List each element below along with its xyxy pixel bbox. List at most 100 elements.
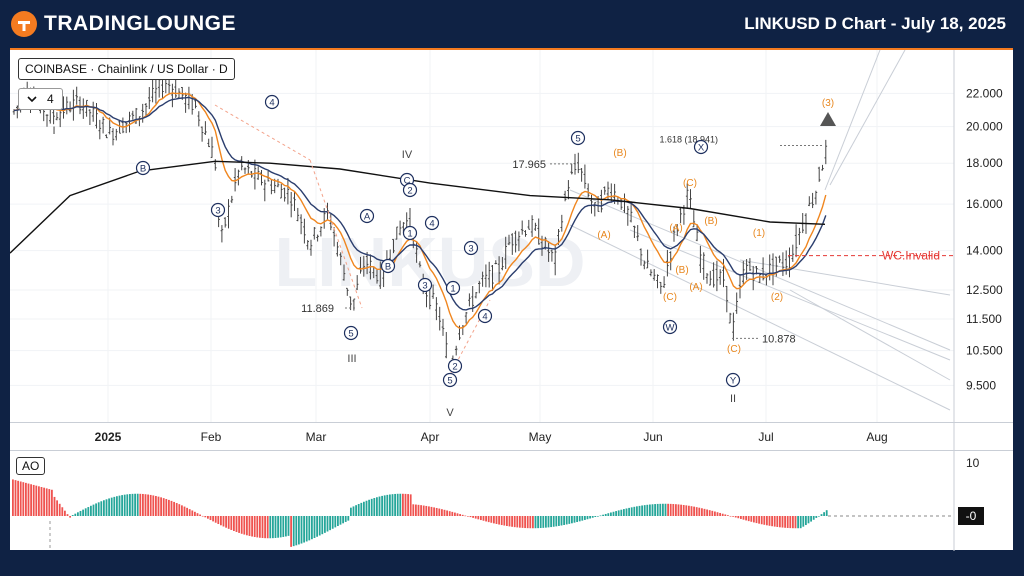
candle — [722, 258, 725, 288]
symbol-legend[interactable]: COINBASE · Chainlink / US Dollar · D — [18, 58, 235, 80]
ao-bar — [433, 507, 435, 516]
date-axis-labels: 2025 Feb Mar Apr May Jun Jul Aug — [95, 423, 955, 451]
ao-bar — [753, 516, 755, 523]
ema-mid-line — [13, 96, 827, 311]
ao-bar — [264, 516, 266, 539]
ao-bar — [589, 516, 591, 519]
candle — [530, 215, 534, 237]
wave-label-text: B — [385, 262, 391, 273]
ao-bar — [256, 516, 259, 538]
ao-bar — [162, 498, 165, 516]
price-tick-label: 10.500 — [966, 344, 1003, 358]
ao-bar — [636, 506, 638, 516]
candle — [718, 269, 722, 285]
wave-labels: 11.869 17.965 10.878 1.618 (18.941) WC.Inval… — [52, 94, 940, 419]
ao-bar — [708, 510, 711, 516]
candle — [210, 136, 214, 158]
ao-bar — [763, 516, 766, 525]
candle — [824, 139, 828, 165]
ao-bar — [69, 516, 71, 518]
indicator-toggle[interactable]: 4 — [18, 88, 63, 110]
wave-label-text: B — [140, 164, 146, 175]
ao-bar — [604, 513, 607, 516]
ao-bar — [409, 494, 412, 516]
ao-bar — [508, 516, 511, 527]
ao-bar — [238, 516, 240, 533]
candle — [702, 252, 705, 280]
price-tick-label: 14.000 — [966, 244, 1003, 258]
ao-indicator-label[interactable]: AO — [16, 457, 46, 475]
ao-bar — [318, 516, 321, 536]
wave-label-navy: B — [380, 258, 396, 274]
candle — [138, 116, 141, 127]
ao-bar — [142, 493, 144, 516]
chevron-down-icon[interactable] — [27, 92, 37, 106]
ao-bar — [313, 516, 316, 539]
tradinglounge-logo[interactable]: TRADINGLOUNGE — [10, 8, 236, 40]
logo-text: TRADINGLOUNGE — [44, 12, 236, 35]
ao-bar — [186, 507, 188, 516]
candle — [395, 226, 399, 240]
candle — [398, 220, 402, 236]
ao-bar — [698, 507, 701, 516]
ao-bar — [235, 516, 238, 532]
ao-bar — [545, 516, 547, 528]
ao-bar — [14, 480, 17, 516]
ao-bar — [295, 516, 298, 546]
wave-label-text: C — [404, 176, 411, 187]
candle — [280, 183, 283, 199]
price-chart-panel[interactable]: LINKUSD 11.869 17.965 10.878 1.618 (18.941)… — [9, 48, 1013, 422]
price-level-label: 10.878 — [762, 333, 796, 345]
ao-bar — [240, 516, 243, 534]
wave-label-orange: (3) — [822, 98, 834, 109]
wave-label-circle — [264, 94, 280, 110]
candle — [88, 109, 92, 126]
ao-bar — [550, 516, 552, 528]
ao-bar — [584, 516, 586, 520]
candle — [537, 218, 540, 245]
ao-bar — [688, 505, 690, 516]
ao-bar — [810, 516, 812, 522]
ao-bar — [721, 513, 724, 516]
ao-bar — [25, 482, 27, 516]
candle — [659, 281, 663, 294]
ao-bar — [347, 516, 350, 521]
ao-bar — [66, 514, 69, 516]
ao-panel[interactable]: 10-0-0 AO — [10, 450, 1013, 551]
wave-label-navy: 5 — [442, 372, 458, 388]
ao-bar — [87, 507, 90, 516]
price-tick-label: 18.000 — [966, 156, 1003, 170]
candle — [296, 207, 300, 222]
wave-label-navy: 1 — [402, 225, 418, 241]
candle — [600, 189, 603, 213]
candle — [742, 260, 745, 284]
ao-bar — [685, 505, 688, 516]
ao-bar — [183, 506, 186, 516]
ao-bar — [326, 516, 329, 532]
candle — [478, 280, 481, 294]
candle — [580, 167, 583, 182]
ao-bar — [537, 516, 539, 529]
candle — [712, 262, 715, 288]
ao-bar — [594, 516, 597, 517]
ao-bar — [27, 483, 30, 516]
candle — [313, 227, 316, 240]
ao-bar — [643, 505, 646, 516]
candle — [504, 236, 507, 269]
candle — [332, 227, 336, 247]
ao-bar — [383, 495, 386, 516]
channel-line — [739, 259, 951, 296]
wave-label-circle — [463, 240, 479, 256]
wave-label-orange: (B) — [704, 216, 717, 227]
wave-label-navy: W — [662, 319, 678, 335]
candle — [524, 230, 527, 237]
candle — [626, 205, 630, 226]
candle — [781, 252, 785, 277]
ao-bar — [490, 516, 493, 523]
wave-label-navy: 5 — [343, 325, 359, 341]
wave-label-text: 4 — [269, 98, 274, 109]
candle — [788, 247, 791, 278]
wave-label-navy: 4 — [264, 94, 280, 110]
ao-bar — [334, 516, 337, 528]
ao-bar — [191, 510, 194, 516]
